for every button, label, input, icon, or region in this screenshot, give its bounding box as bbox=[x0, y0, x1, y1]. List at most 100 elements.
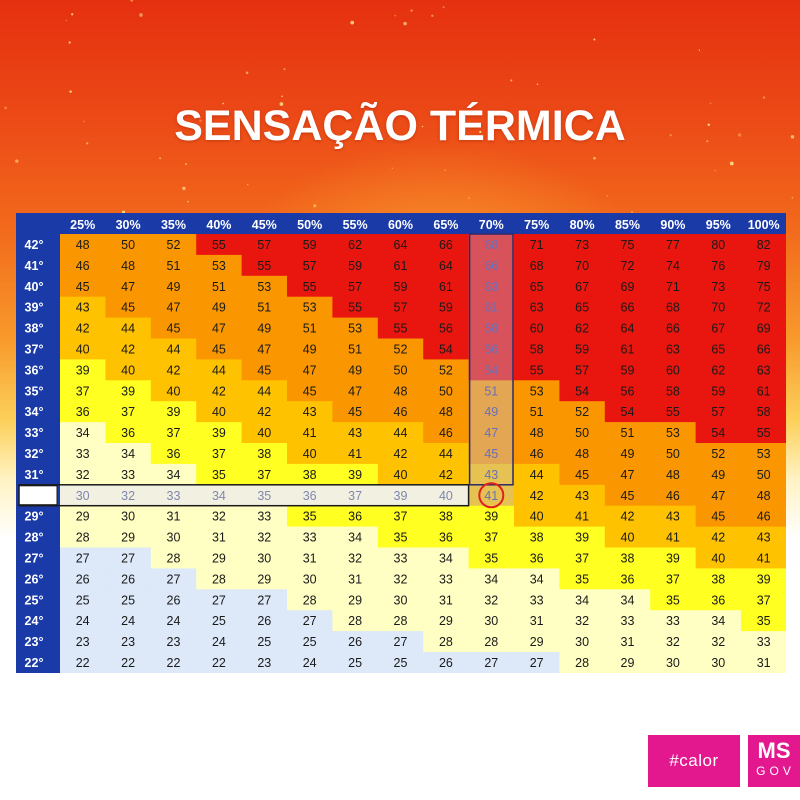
cell-value: 44 bbox=[212, 363, 226, 377]
table-cell bbox=[150, 380, 197, 402]
table-cell bbox=[468, 443, 515, 465]
cell-value: 44 bbox=[530, 468, 544, 482]
cell-value: 43 bbox=[757, 531, 771, 545]
table-cell bbox=[150, 505, 197, 528]
cell-value: 26 bbox=[76, 572, 90, 586]
cell-value: 48 bbox=[76, 238, 90, 252]
table-cell bbox=[150, 443, 197, 465]
table-cell bbox=[105, 547, 152, 569]
table-cell bbox=[150, 631, 197, 653]
cell-value: 30 bbox=[575, 635, 589, 649]
table-cell bbox=[60, 443, 106, 465]
column-header: 75% bbox=[524, 218, 549, 232]
table-cell bbox=[695, 484, 742, 507]
table-cell bbox=[60, 589, 106, 611]
cell-value: 42 bbox=[76, 322, 90, 336]
table-cell bbox=[150, 234, 197, 256]
table-cell bbox=[332, 484, 379, 507]
table-cell bbox=[604, 484, 651, 507]
table-cell bbox=[377, 422, 424, 444]
table-cell bbox=[287, 422, 333, 444]
table-cell bbox=[332, 526, 379, 548]
cell-value: 25 bbox=[257, 635, 271, 649]
table-cell bbox=[695, 652, 742, 673]
cell-value: 47 bbox=[711, 489, 725, 503]
cell-value: 28 bbox=[348, 614, 362, 628]
table-cell bbox=[196, 547, 243, 569]
cell-value: 37 bbox=[484, 531, 498, 545]
table-cell bbox=[514, 443, 560, 465]
cell-value: 55 bbox=[530, 363, 544, 377]
cell-value: 44 bbox=[439, 447, 453, 461]
table-cell bbox=[150, 652, 197, 673]
table-cell bbox=[604, 359, 651, 381]
table-cell bbox=[377, 380, 424, 402]
cell-value: 70 bbox=[575, 259, 589, 273]
table-cell bbox=[741, 422, 786, 444]
cell-value: 66 bbox=[757, 342, 771, 356]
table-cell bbox=[332, 422, 379, 444]
sparkle bbox=[467, 197, 471, 200]
column-header: 80% bbox=[570, 218, 595, 232]
cell-value: 45 bbox=[303, 384, 317, 398]
cell-value: 65 bbox=[530, 280, 544, 294]
cell-value: 82 bbox=[757, 238, 771, 252]
cell-value: 55 bbox=[666, 405, 680, 419]
row-header: 22° bbox=[25, 656, 44, 670]
table-cell bbox=[695, 631, 742, 653]
table-cell bbox=[377, 589, 424, 611]
cell-value: 44 bbox=[394, 426, 408, 440]
table-cell bbox=[468, 401, 515, 423]
cell-value: 42 bbox=[439, 468, 453, 482]
table-cell bbox=[196, 463, 243, 486]
table-cell bbox=[150, 296, 197, 319]
table-cell bbox=[741, 526, 786, 548]
cell-value: 50 bbox=[575, 426, 589, 440]
table-cell bbox=[105, 526, 152, 548]
cell-value: 27 bbox=[257, 593, 271, 607]
sparkle bbox=[421, 125, 424, 128]
cell-value: 27 bbox=[212, 593, 226, 607]
table-cell bbox=[241, 652, 288, 673]
table-cell bbox=[332, 254, 379, 277]
cell-value: 32 bbox=[666, 635, 680, 649]
cell-value: 33 bbox=[76, 447, 90, 461]
sparkle bbox=[593, 38, 596, 41]
cell-value: 51 bbox=[212, 280, 226, 294]
cell-value: 55 bbox=[348, 301, 362, 315]
cell-value: 39 bbox=[394, 489, 408, 503]
table-cell bbox=[695, 359, 742, 381]
cell-value: 58 bbox=[530, 342, 544, 356]
cell-value: 37 bbox=[121, 405, 135, 419]
cell-value: 31 bbox=[530, 614, 544, 628]
cell-value: 62 bbox=[711, 363, 725, 377]
table-cell bbox=[468, 589, 515, 611]
cell-value: 43 bbox=[303, 405, 317, 419]
cell-value: 59 bbox=[303, 238, 317, 252]
table-cell bbox=[377, 652, 424, 673]
sparkle bbox=[182, 186, 186, 191]
table-cell bbox=[650, 610, 697, 632]
table-cell bbox=[241, 401, 288, 423]
cell-value: 71 bbox=[666, 280, 680, 294]
cell-value: 48 bbox=[575, 447, 589, 461]
cell-value: 55 bbox=[394, 322, 408, 336]
table-cell bbox=[196, 275, 243, 298]
sparkle bbox=[71, 13, 74, 16]
table-cell bbox=[196, 652, 243, 673]
table-cell bbox=[332, 505, 379, 528]
table-cell bbox=[468, 317, 515, 339]
cell-value: 47 bbox=[212, 322, 226, 336]
cell-value: 29 bbox=[212, 551, 226, 565]
cell-value: 59 bbox=[621, 363, 635, 377]
cell-value: 57 bbox=[394, 301, 408, 315]
table-cell bbox=[287, 359, 333, 381]
table-cell bbox=[423, 380, 470, 402]
table-cell bbox=[150, 254, 197, 277]
cell-value: 41 bbox=[484, 489, 498, 503]
sparkle bbox=[709, 102, 712, 105]
table-cell bbox=[150, 568, 197, 590]
cell-value: 45 bbox=[575, 468, 589, 482]
table-cell bbox=[559, 359, 606, 381]
cell-value: 57 bbox=[575, 363, 589, 377]
